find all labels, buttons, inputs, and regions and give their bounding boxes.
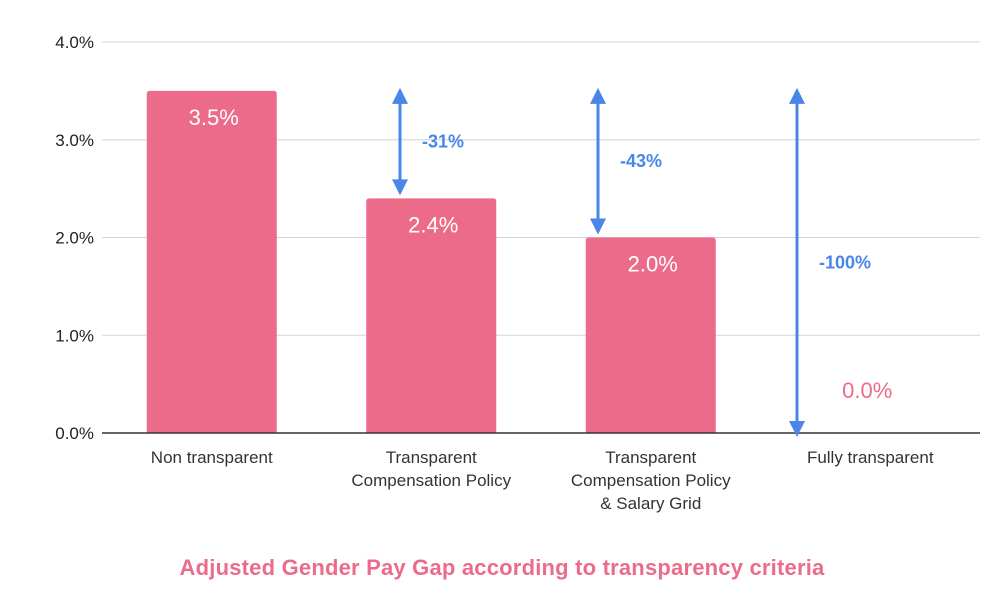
arrow-head-up — [392, 87, 408, 104]
bar-value-labels: 3.5% 2.4% 2.0% 0.0% — [189, 105, 893, 403]
y-tick-label: 4.0% — [55, 33, 94, 52]
category-label: Fully transparent — [807, 448, 934, 467]
reduction-arrows: -31% -43% -100% — [392, 87, 871, 437]
category-label: Compensation Policy — [571, 471, 731, 490]
category-label: Non transparent — [151, 448, 273, 467]
category-label: & Salary Grid — [600, 494, 701, 513]
reduction-label: -100% — [819, 252, 871, 272]
bar-value-label: 2.0% — [628, 252, 678, 277]
bars — [146, 90, 716, 433]
y-tick-label: 3.0% — [55, 131, 94, 150]
bar-value-label: 2.4% — [408, 212, 458, 237]
bar — [366, 198, 497, 433]
arrow-head-up — [789, 87, 805, 104]
arrow-head-up — [590, 87, 606, 104]
category-labels: Non transparent Transparent Compensation P… — [151, 448, 934, 513]
bar-value-label: 3.5% — [189, 105, 239, 130]
reduction-label: -31% — [422, 132, 464, 152]
arrow-head-down — [789, 421, 805, 437]
category-label: Compensation Policy — [351, 471, 511, 490]
bar — [146, 90, 277, 433]
bar-chart: 0.0% 1.0% 2.0% 3.0% 4.0% 3.5% 2.4% 2.0% 0.0% -3… — [55, 33, 980, 513]
bar-value-label: 0.0% — [842, 378, 892, 403]
y-axis-tick-labels: 0.0% 1.0% 2.0% 3.0% 4.0% — [55, 33, 94, 443]
arrow-head-down — [392, 179, 408, 196]
category-label: Transparent — [605, 448, 696, 467]
bar — [585, 237, 716, 433]
arrow-head-down — [590, 218, 606, 235]
reduction-label: -43% — [620, 151, 662, 171]
category-label: Transparent — [386, 448, 477, 467]
y-tick-label: 0.0% — [55, 424, 94, 443]
y-tick-label: 1.0% — [55, 326, 94, 345]
chart-title: Adjusted Gender Pay Gap according to tra… — [179, 555, 825, 580]
y-tick-label: 2.0% — [55, 229, 94, 248]
